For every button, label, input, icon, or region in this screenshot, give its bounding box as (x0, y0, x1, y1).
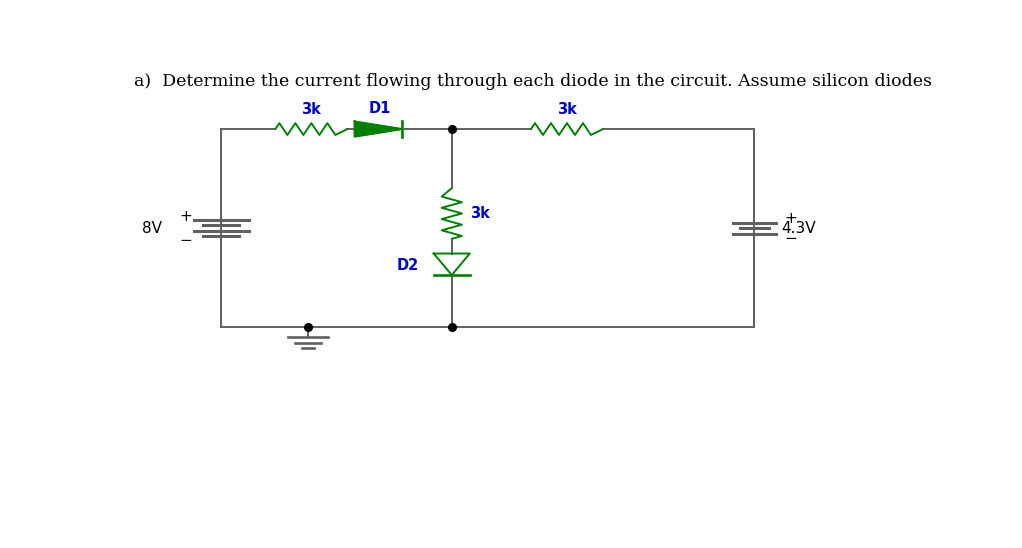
Text: +: + (179, 209, 192, 224)
Polygon shape (355, 122, 402, 136)
Text: 3k: 3k (301, 102, 321, 117)
Text: 4.3V: 4.3V (782, 221, 817, 236)
Text: 3k: 3k (470, 206, 490, 221)
Text: a)  Determine the current flowing through each diode in the circuit. Assume sili: a) Determine the current flowing through… (134, 73, 931, 90)
Text: 8V: 8V (142, 221, 161, 236)
Text: −: − (785, 231, 797, 246)
Text: D2: D2 (398, 258, 419, 273)
Text: +: + (785, 211, 797, 226)
Text: D1: D1 (369, 101, 391, 116)
Text: −: − (179, 233, 192, 248)
Text: 3k: 3k (557, 102, 576, 117)
